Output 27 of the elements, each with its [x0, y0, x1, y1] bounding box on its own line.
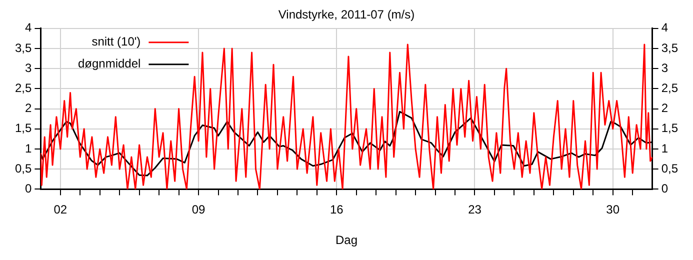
y-tick-label: 0 [24, 182, 32, 196]
chart-title: Vindstyrke, 2011-07 (m/s) [278, 8, 415, 22]
y-tick-label: 3,5 [14, 40, 32, 55]
y2-tick-label: 3 [661, 60, 668, 75]
y2-tick-label: 1 [661, 141, 668, 156]
x-tick-label: 16 [330, 202, 344, 217]
y2-tick-label: 2 [661, 101, 668, 116]
y-tick-label: 1 [24, 141, 32, 156]
y-tick-label: 4 [24, 20, 32, 35]
y2-tick-label: 2,5 [661, 81, 678, 96]
y-tick-label: 3 [24, 60, 32, 75]
x-tick-label: 30 [606, 202, 620, 217]
legend-label: døgnmiddel [78, 56, 141, 71]
y-tick-label: 2 [24, 101, 32, 116]
y2-tick-label: 0 [661, 182, 668, 196]
y2-tick-label: 1,5 [661, 121, 678, 136]
y-tick-label: 0,5 [14, 161, 32, 176]
y2-tick-label: 4 [661, 20, 668, 35]
legend-label: snitt (10') [92, 34, 141, 49]
y2-tick-label: 3,5 [661, 40, 678, 55]
y-tick-label: 1,5 [14, 121, 32, 136]
x-tick-label: 02 [54, 202, 68, 217]
x-axis-title: Dag [335, 233, 358, 248]
x-tick-label: 09 [192, 202, 206, 217]
x-tick-label: 23 [468, 202, 482, 217]
y2-tick-label: 0,5 [661, 161, 678, 176]
y-tick-label: 2,5 [14, 81, 32, 96]
